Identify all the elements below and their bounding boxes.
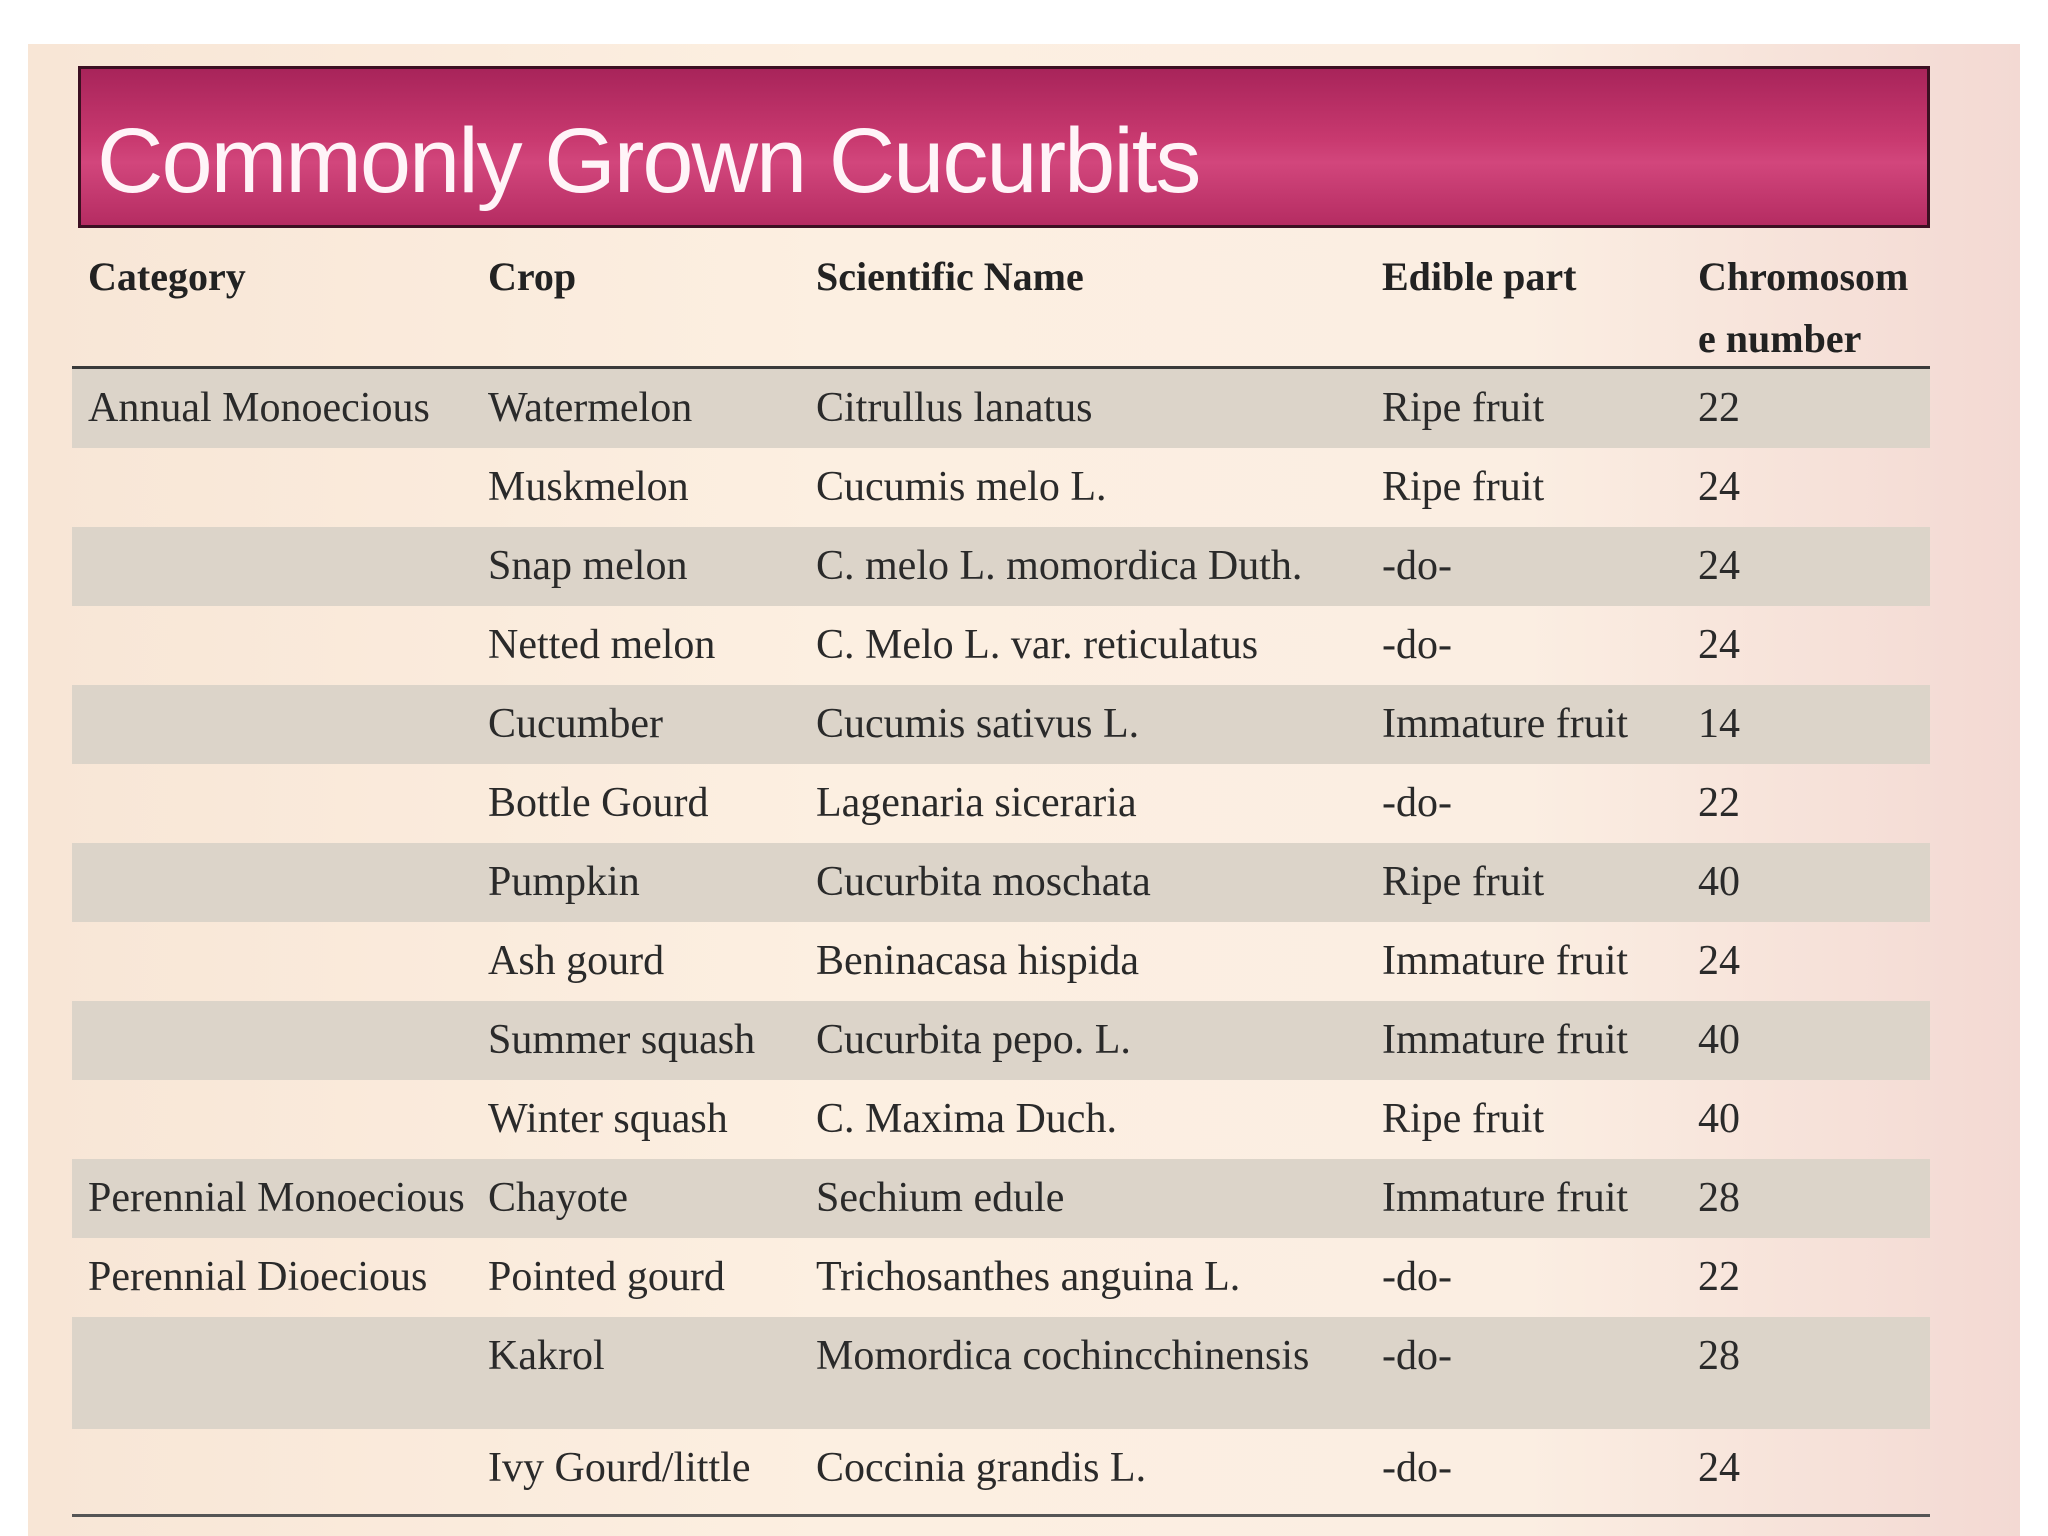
cell-edible-part: Ripe fruit <box>1382 859 1545 905</box>
cell-chromosome-number: 22 <box>1698 780 1740 826</box>
cell-chromosome-number: 24 <box>1698 622 1740 668</box>
header-crop: Crop <box>488 254 577 299</box>
cell-edible-part: Immature fruit <box>1382 1017 1629 1063</box>
table-bottom-rule <box>72 1514 1930 1517</box>
cell-crop: Netted melon <box>488 622 716 668</box>
cell-scientific-name: C. melo L. momordica Duth. <box>816 543 1303 589</box>
cell-chromosome-number: 28 <box>1698 1333 1740 1379</box>
table-header: Category Crop Scientific Name Edible par… <box>72 232 1930 369</box>
cell-chromosome-number: 24 <box>1698 938 1740 984</box>
slide-background <box>28 44 2020 1536</box>
table-row: Perennial Dioecious Pointed gourd Trichosa… <box>72 1238 1930 1317</box>
cell-chromosome-number: 24 <box>1698 543 1740 589</box>
title-banner: Commonly Grown Cucurbits <box>78 66 1930 228</box>
cell-crop: Ivy Gourd/little <box>488 1445 751 1491</box>
cell-scientific-name: Cucurbita pepo. L. <box>816 1017 1131 1063</box>
table-row: Pumpkin Cucurbita moschata Ripe fruit 40 <box>72 843 1930 922</box>
cell-crop: Snap melon <box>488 543 688 589</box>
header-chromosome-line2: e number <box>1698 316 1862 361</box>
cell-edible-part: Ripe fruit <box>1382 1096 1545 1142</box>
cell-edible-part: Immature fruit <box>1382 701 1629 747</box>
cell-crop: Pumpkin <box>488 859 640 905</box>
cell-scientific-name: Lagenaria siceraria <box>816 780 1137 826</box>
cell-chromosome-number: 24 <box>1698 1445 1740 1491</box>
cell-chromosome-number: 22 <box>1698 1254 1740 1300</box>
cell-edible-part: -do- <box>1382 1445 1452 1491</box>
header-edible-part: Edible part <box>1382 254 1577 299</box>
table-row: Bottle Gourd Lagenaria siceraria -do- 22 <box>72 764 1930 843</box>
cell-edible-part: -do- <box>1382 622 1452 668</box>
cell-edible-part: Immature fruit <box>1382 1175 1629 1221</box>
cell-scientific-name: Trichosanthes anguina L. <box>816 1254 1241 1300</box>
cell-crop: Bottle Gourd <box>488 780 709 826</box>
cell-scientific-name: Sechium edule <box>816 1175 1065 1221</box>
table-row: Annual Monoecious Watermelon Citrullus lan… <box>72 369 1930 448</box>
cell-scientific-name: Cucurbita moschata <box>816 859 1151 905</box>
table-row: Cucumber Cucumis sativus L. Immature fruit… <box>72 685 1930 764</box>
table-row: Winter squash C. Maxima Duch. Ripe fruit 40 <box>72 1080 1930 1159</box>
cell-crop: Winter squash <box>488 1096 728 1142</box>
table-row: Ivy Gourd/little Coccinia grandis L. -do- 2… <box>72 1429 1930 1508</box>
table-row: Netted melon C. Melo L. var. reticulatus -… <box>72 606 1930 685</box>
cell-chromosome-number: 22 <box>1698 385 1740 431</box>
page-title: Commonly Grown Cucurbits <box>97 110 1201 212</box>
cell-crop: Muskmelon <box>488 464 689 510</box>
cell-edible-part: -do- <box>1382 1333 1452 1379</box>
table-row: Snap melon C. melo L. momordica Duth. -do-… <box>72 527 1930 606</box>
header-chromosome-line1: Chromosom <box>1698 254 1909 299</box>
cell-crop: Cucumber <box>488 701 663 747</box>
cell-edible-part: -do- <box>1382 543 1452 589</box>
cell-chromosome-number: 24 <box>1698 464 1740 510</box>
table-row: Ash gourd Beninacasa hispida Immature frui… <box>72 922 1930 1001</box>
cell-scientific-name: Citrullus lanatus <box>816 385 1093 431</box>
cell-chromosome-number: 28 <box>1698 1175 1740 1221</box>
cell-crop: Pointed gourd <box>488 1254 725 1300</box>
table-row: Muskmelon Cucumis melo L. Ripe fruit 24 <box>72 448 1930 527</box>
cell-scientific-name: C. Maxima Duch. <box>816 1096 1117 1142</box>
cell-crop: Chayote <box>488 1175 628 1221</box>
cell-edible-part: Ripe fruit <box>1382 464 1545 510</box>
cell-crop: Kakrol <box>488 1333 605 1379</box>
header-category: Category <box>88 254 246 299</box>
cell-edible-part: Immature fruit <box>1382 938 1629 984</box>
cell-chromosome-number: 40 <box>1698 859 1740 905</box>
table-row: Summer squash Cucurbita pepo. L. Immature … <box>72 1001 1930 1080</box>
cell-chromosome-number: 40 <box>1698 1017 1740 1063</box>
cell-scientific-name: Cucumis sativus L. <box>816 701 1140 747</box>
cell-crop: Watermelon <box>488 385 693 431</box>
table-body: Annual Monoecious Watermelon Citrullus lan… <box>72 369 1930 1508</box>
table-row: Perennial Monoecious Chayote Sechium edule… <box>72 1159 1930 1238</box>
cell-edible-part: -do- <box>1382 1254 1452 1300</box>
cell-scientific-name: Momordica cochincchinensis <box>816 1333 1310 1379</box>
cell-category: Annual Monoecious <box>88 385 430 431</box>
cell-scientific-name: Beninacasa hispida <box>816 938 1140 984</box>
cell-scientific-name: Coccinia grandis L. <box>816 1445 1147 1491</box>
header-chromosome-number: Chromosom e number <box>1698 246 1908 370</box>
cell-crop: Summer squash <box>488 1017 756 1063</box>
table-row: Kakrol Momordica cochincchinensis -do- 28 <box>72 1317 1930 1429</box>
cell-scientific-name: Cucumis melo L. <box>816 464 1107 510</box>
cell-chromosome-number: 14 <box>1698 701 1740 747</box>
cell-crop: Ash gourd <box>488 938 665 984</box>
cell-category: Perennial Monoecious <box>88 1175 465 1221</box>
header-scientific-name: Scientific Name <box>816 254 1084 299</box>
cell-chromosome-number: 40 <box>1698 1096 1740 1142</box>
cell-category: Perennial Dioecious <box>88 1254 428 1300</box>
cell-edible-part: Ripe fruit <box>1382 385 1545 431</box>
cell-scientific-name: C. Melo L. var. reticulatus <box>816 622 1259 668</box>
cucurbits-table: Category Crop Scientific Name Edible par… <box>72 232 1930 1508</box>
cell-edible-part: -do- <box>1382 780 1452 826</box>
